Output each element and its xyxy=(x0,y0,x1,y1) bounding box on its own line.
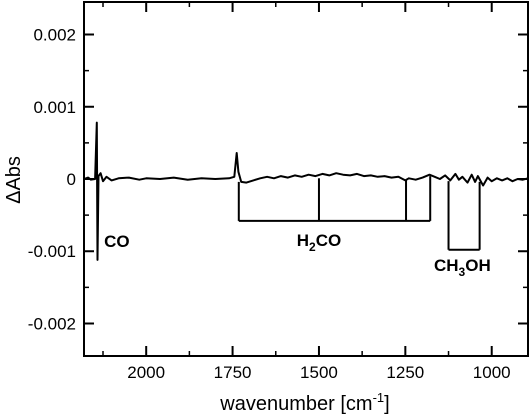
series-line-0 xyxy=(84,121,528,261)
y-axis-title: ΔAbs xyxy=(3,156,25,204)
y-tick-label: -0.002 xyxy=(28,314,76,333)
x-axis-ticks: 2000 1750 1500 1250 1000 xyxy=(102,2,511,382)
x-tick-label: 1750 xyxy=(214,363,252,382)
x-axis-title: wavenumber [cm-1] xyxy=(219,390,389,415)
x-axis-title-sup: -1 xyxy=(373,390,385,405)
x-tick-label: 1500 xyxy=(300,363,338,382)
annotations: CO H2CO CH3OH xyxy=(104,231,491,279)
series-group xyxy=(84,121,528,261)
y-tick-label: -0.001 xyxy=(28,242,76,261)
x-tick-label: 1250 xyxy=(386,363,424,382)
annotation-h2co: H2CO xyxy=(297,231,341,254)
x-tick-label: 2000 xyxy=(127,363,165,382)
peak-brackets xyxy=(237,176,481,251)
y-tick-label: 0.002 xyxy=(33,26,76,45)
annotation-ch3oh: CH3OH xyxy=(434,256,491,279)
y-axis-ticks: 0.002 0.001 0 -0.001 -0.002 xyxy=(28,26,528,333)
x-tick-label: 1000 xyxy=(473,363,511,382)
y-tick-label: 0 xyxy=(67,170,76,189)
y-tick-label: 0.001 xyxy=(33,98,76,117)
annotation-co: CO xyxy=(104,232,130,251)
